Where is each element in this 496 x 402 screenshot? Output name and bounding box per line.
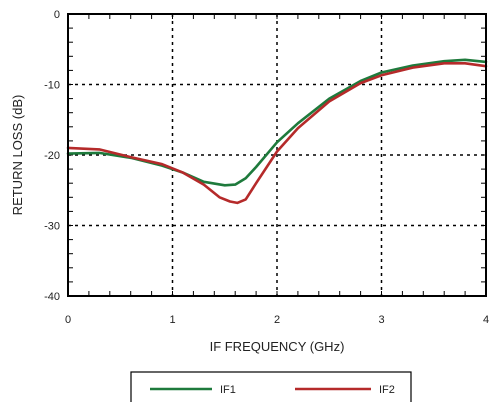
legend: IF1 IF2 (130, 371, 412, 402)
x-tick-label: 0 (65, 314, 71, 326)
x-tick-label: 2 (274, 314, 280, 326)
y-tick-label: -40 (44, 291, 60, 303)
legend-label-if2: IF2 (379, 384, 395, 396)
x-tick-labels: 0 1 2 3 4 (65, 314, 489, 326)
series-lines (66, 58, 488, 205)
grid-lines (68, 14, 486, 296)
y-tick-label: -30 (44, 221, 60, 233)
legend-box (130, 371, 412, 402)
y-axis-label: RETURN LOSS (dB) (10, 95, 25, 216)
plot-frame (67, 13, 487, 297)
x-axis-label: IF FREQUENCY (GHz) (210, 339, 345, 354)
y-tick-label: -10 (44, 80, 60, 92)
series-line-if2 (66, 62, 488, 205)
x-tick-label: 4 (483, 314, 489, 326)
y-tick-label: -20 (44, 150, 60, 162)
x-tick-label: 1 (169, 314, 175, 326)
y-tick-labels: 0 -10 -20 -30 -40 (44, 9, 60, 303)
x-tick-label: 3 (378, 314, 384, 326)
legend-label-if1: IF1 (220, 384, 236, 396)
y-tick-label: 0 (54, 9, 60, 21)
